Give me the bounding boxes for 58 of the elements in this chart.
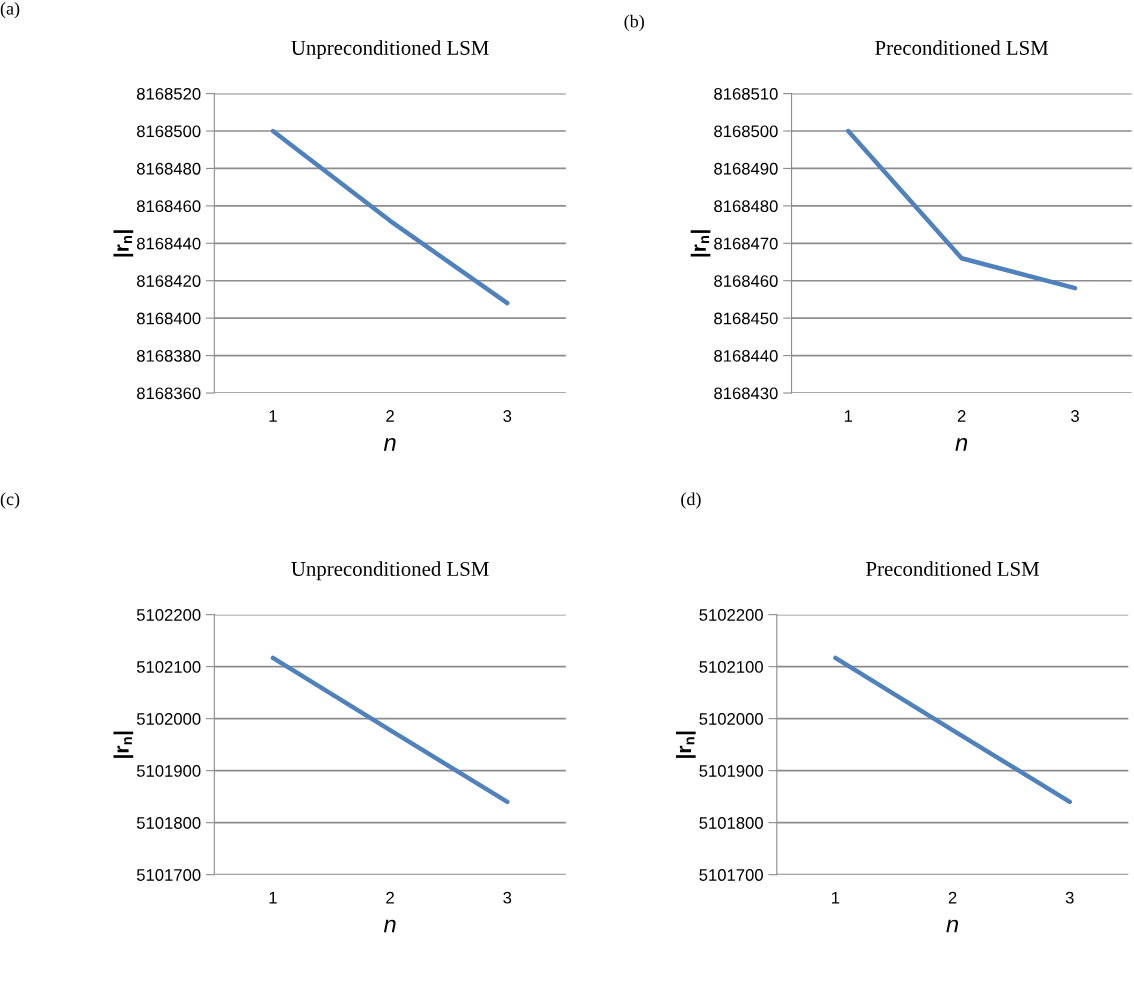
chart-title: Unpreconditioned LSM (291, 561, 489, 581)
text: (b) (624, 14, 644, 32)
y-tick-label: 5102200 (699, 609, 763, 621)
x-tick-label: 1 (832, 891, 840, 904)
y-tick-label: 8168360 (136, 387, 201, 400)
x-tick-label: 1 (269, 891, 277, 904)
y-axis-title: |r$_{n}$| (113, 230, 134, 257)
y-tick-label: 5102100 (136, 661, 201, 673)
text: (d) (681, 492, 701, 509)
y-tick-label: 8168470 (714, 237, 778, 250)
y-tick-label: 8168400 (136, 312, 201, 325)
x-axis-title: n (383, 919, 396, 933)
y-tick-label: 8168480 (714, 200, 778, 213)
y-tick-label: 8168440 (714, 349, 778, 362)
x-tick-label: 2 (386, 410, 394, 422)
x-tick-label: 2 (957, 410, 966, 422)
y-tick-label: 8168440 (136, 237, 201, 250)
x-axis-title: n (946, 919, 959, 933)
x-tick-label: 2 (948, 891, 957, 904)
x-axis-title: n (383, 437, 396, 451)
y-tick-label: 8168500 (136, 125, 201, 138)
y-tick-label: 8168490 (714, 162, 778, 175)
y-axis-title: |r$_{n}$| (675, 731, 696, 758)
y-tick-label: 5102200 (136, 609, 201, 621)
x-tick-label: 1 (269, 410, 277, 422)
y-axis-title: |r$_{n}$| (690, 230, 711, 257)
x-tick-label: 3 (1071, 410, 1079, 422)
x-tick-label: 3 (1065, 891, 1074, 904)
chart-title: Preconditioned LSM (875, 40, 1049, 55)
y-tick-label: 5102000 (699, 713, 763, 725)
y-tick-label: 8168450 (714, 312, 778, 325)
y-tick-label: 8168520 (136, 87, 201, 100)
chart-title: Unpreconditioned LSM (291, 40, 489, 60)
y-tick-label: 8168430 (714, 387, 778, 400)
y-tick-label: 8168380 (136, 349, 201, 362)
y-tick-label: 5101700 (699, 869, 763, 881)
y-axis-title: |r$_{n}$| (113, 731, 134, 758)
y-tick-label: 8168500 (714, 125, 778, 138)
y-tick-label: 5102000 (136, 713, 201, 725)
y-tick-label: 5101800 (699, 817, 763, 829)
y-tick-label: 8168460 (136, 200, 201, 213)
y-tick-label: 8168480 (136, 162, 201, 175)
x-tick-label: 2 (386, 891, 394, 904)
y-tick-label: 8168420 (136, 275, 201, 287)
y-tick-label: 5101700 (136, 869, 201, 881)
text: (a) (0, 1, 20, 19)
x-tick-label: 3 (503, 891, 512, 904)
y-tick-label: 8168460 (714, 275, 778, 287)
y-tick-label: 8168510 (714, 87, 778, 100)
y-tick-label: 5102100 (699, 661, 763, 673)
y-tick-label: 5101900 (699, 765, 763, 777)
x-tick-label: 1 (844, 410, 853, 422)
y-tick-label: 5101800 (136, 817, 201, 829)
x-axis-title: n (955, 437, 968, 451)
x-tick-label: 3 (503, 410, 512, 422)
y-tick-label: 5101900 (136, 765, 201, 777)
chart-title: Preconditioned LSM (866, 561, 1040, 576)
text: (c) (0, 492, 20, 509)
